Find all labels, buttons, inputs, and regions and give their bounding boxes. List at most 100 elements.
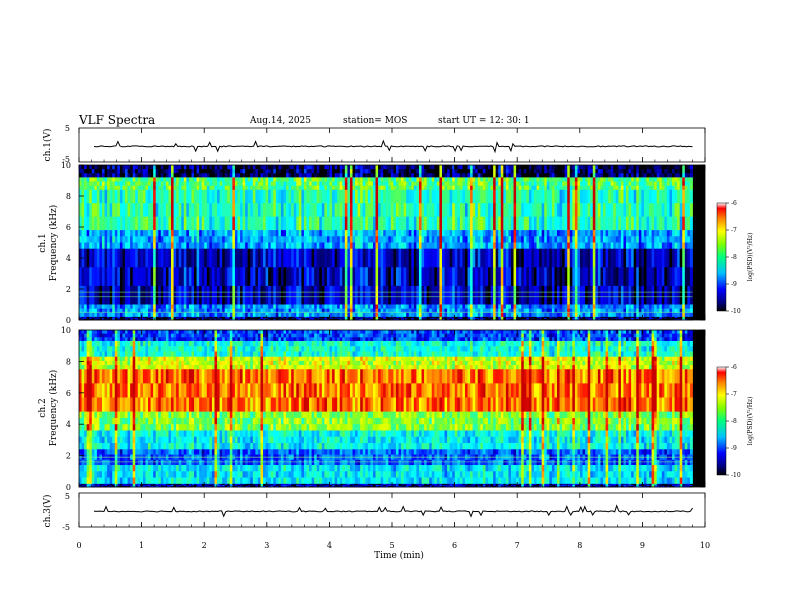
spectrogram-cell <box>355 317 359 320</box>
spectrogram-cell <box>600 317 604 320</box>
spectrogram-cell <box>508 316 512 319</box>
spectrogram-cell <box>165 203 169 218</box>
spectrogram-cell <box>160 185 164 191</box>
spectrogram-cell <box>145 267 149 287</box>
spectrogram-cell <box>424 316 428 319</box>
spectrogram-cell <box>636 236 640 243</box>
spectrogram-cell <box>626 181 629 187</box>
spectrogram-cell <box>674 242 678 250</box>
spectrogram-cell <box>280 317 284 320</box>
spectrogram-cell <box>661 316 665 319</box>
spectrogram-cell <box>385 317 389 320</box>
spectrogram-cell <box>482 185 486 191</box>
spectrogram-cell <box>96 317 100 320</box>
spectrogram-cell <box>574 267 578 287</box>
spectrogram-cell <box>334 203 338 218</box>
spectrogram-cell <box>107 203 111 218</box>
spectrogram-cell <box>362 173 366 178</box>
spectrogram-cell <box>242 185 246 191</box>
spectrogram-cell <box>153 189 157 204</box>
spectrogram-cell <box>677 181 681 187</box>
spectrogram-cell <box>240 230 243 237</box>
spectrogram-cell <box>245 236 249 243</box>
spectrogram-cell <box>426 177 430 182</box>
spectrogram-cell <box>687 285 691 305</box>
spectrogram-cell <box>372 316 376 319</box>
spectrogram-cell <box>148 181 151 187</box>
spectrogram-cell <box>188 189 192 204</box>
spectrogram-cell <box>270 169 274 174</box>
spectrogram-cell <box>132 189 136 204</box>
spectrogram-cell <box>132 242 136 250</box>
spectrogram-cell <box>549 316 553 319</box>
spectrogram-cell <box>580 316 583 319</box>
spectrogram-cell <box>306 248 310 268</box>
spectrogram-cell <box>91 189 95 204</box>
spectrogram-cell <box>656 181 660 187</box>
spectrogram-cell <box>122 304 126 310</box>
spectrogram-cell <box>155 173 159 178</box>
spectrogram-cell <box>148 216 151 231</box>
spectrogram-cell <box>505 267 509 287</box>
spectrogram-cell <box>125 189 128 204</box>
spectrogram-cell <box>503 181 507 187</box>
spectrogram-cell <box>600 312 604 318</box>
spectrogram-cell <box>360 317 364 320</box>
spectrogram-cell <box>257 267 261 287</box>
spectrogram-cell <box>102 230 105 237</box>
spectrogram-cell <box>580 248 583 268</box>
spectrogram-cell <box>183 185 187 191</box>
spectrogram-cell <box>263 312 266 318</box>
spectrogram-cell <box>493 169 497 174</box>
spectrogram-cell <box>654 177 658 182</box>
spectrogram-cell <box>684 242 688 250</box>
spectrogram-cell <box>482 189 486 204</box>
spectrogram-cell <box>664 267 668 287</box>
spectrogram-cell <box>528 230 532 237</box>
spectrogram-cell <box>416 248 420 268</box>
spectrogram-cell <box>393 169 397 174</box>
spectrogram-cell <box>531 216 535 231</box>
spectrogram-cell <box>293 185 297 191</box>
spectrogram-cell <box>470 285 474 305</box>
spectrogram-cell <box>406 308 410 314</box>
spectrogram-cell <box>352 216 356 231</box>
spectrogram-cell <box>577 312 581 318</box>
spectrogram-cell <box>510 203 514 218</box>
spectrogram-cell <box>677 185 681 191</box>
spectrogram-cell <box>240 267 243 287</box>
spectrogram-cell <box>255 230 259 237</box>
spectrogram-cell <box>661 267 665 287</box>
spectrogram-cell <box>165 169 169 174</box>
spectrogram-cell <box>549 216 553 231</box>
spectrogram-cell <box>99 165 103 170</box>
spectrogram-cell <box>523 216 527 231</box>
spectrogram-cell <box>367 236 371 243</box>
spectrogram-cell <box>209 177 213 182</box>
spectrogram-cell <box>656 317 660 320</box>
spectrogram-cell <box>311 185 315 191</box>
spectrogram-cell <box>480 267 484 287</box>
spectrogram-cell <box>186 185 190 191</box>
spectrogram-cell <box>168 216 172 231</box>
spectrogram-cell <box>119 177 123 182</box>
spectrogram-cell <box>597 216 601 231</box>
spectrogram-cell <box>275 285 279 305</box>
spectrogram-cell <box>362 236 366 243</box>
spectrogram-cell <box>107 189 111 204</box>
spectrogram-cell <box>109 216 113 231</box>
spectrogram-cell <box>191 236 195 243</box>
spectrogram-cell <box>618 242 622 250</box>
spectrogram-cell <box>516 308 520 314</box>
spectrogram-cell <box>337 177 341 182</box>
spectrogram-cell <box>275 236 279 243</box>
spectrogram-cell <box>457 177 461 182</box>
spectrogram-cell <box>303 165 307 170</box>
spectrogram-cell <box>452 203 456 218</box>
spectrogram-cell <box>413 230 417 237</box>
spectrogram-cell <box>600 304 604 310</box>
spectrogram-cell <box>603 173 606 178</box>
spectrogram-cell <box>296 165 300 170</box>
spectrogram-cell <box>411 248 415 268</box>
spectrogram-cell <box>431 312 435 318</box>
